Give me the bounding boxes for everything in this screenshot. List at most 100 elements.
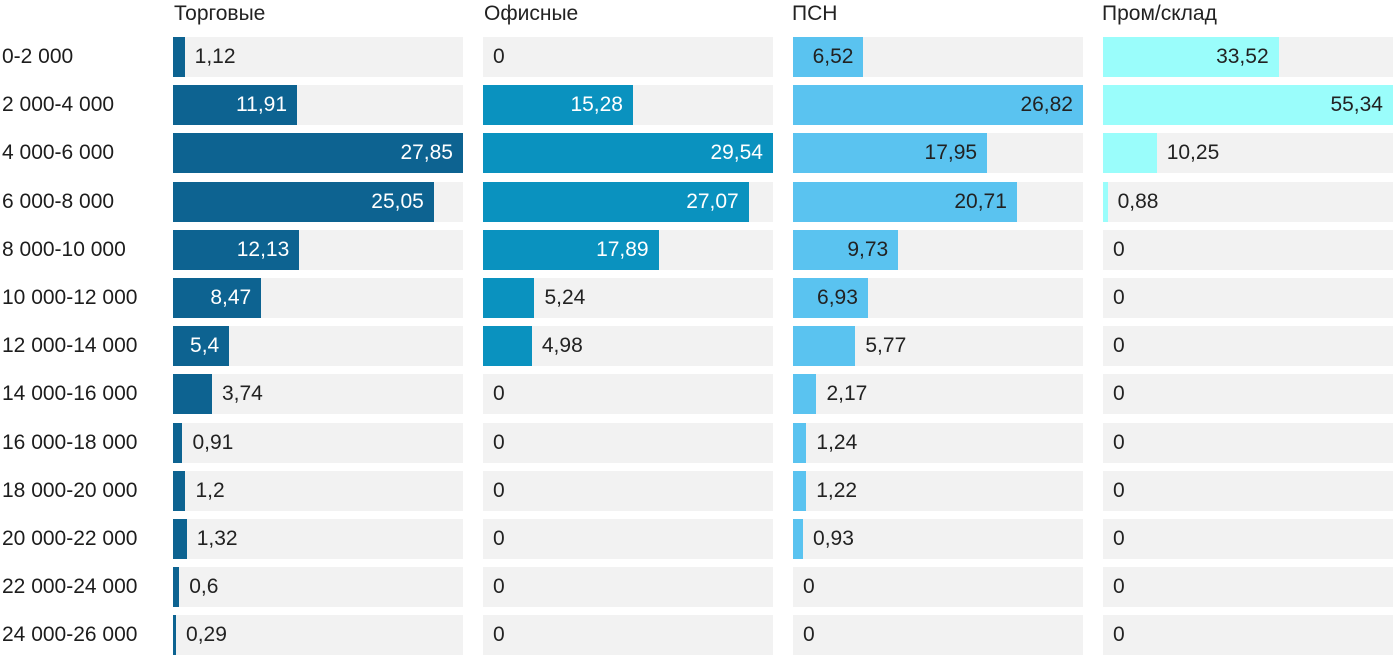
row-label: 14 000-16 000	[2, 382, 138, 405]
bar-track	[1103, 519, 1393, 559]
bar	[1103, 85, 1393, 125]
bar-value-label: 0	[1113, 286, 1125, 309]
bar-track	[483, 423, 773, 463]
bar	[173, 85, 298, 125]
column-header-torgovye: Торговые	[174, 2, 266, 25]
row-label: 22 000-24 000	[2, 575, 138, 598]
row-label: 20 000-22 000	[2, 527, 138, 550]
row-label: 0-2 000	[2, 45, 74, 68]
bar-track	[483, 37, 773, 77]
bar-value-label: 0	[1113, 238, 1125, 261]
bar-track	[1103, 374, 1393, 414]
bar-value-label: 1,12	[194, 45, 236, 68]
bar-value-label: 0,93	[813, 527, 854, 550]
bar-value-label: 0	[1113, 382, 1125, 405]
bar	[1103, 37, 1279, 77]
bar-value-label: 0	[493, 479, 505, 502]
bar	[173, 326, 230, 366]
bar-value-label: 5,77	[865, 334, 907, 357]
bar-value-label: 26,82	[1020, 93, 1073, 116]
bar-track	[173, 374, 463, 414]
bar	[793, 326, 856, 366]
bar-value-label: 5,4	[190, 334, 220, 357]
bar-track	[173, 471, 463, 511]
bar-value-label: 0	[493, 575, 505, 598]
bar-value-label: 0	[1113, 623, 1125, 646]
bar	[483, 230, 659, 270]
bar-value-label: 10,25	[1166, 141, 1220, 164]
bar	[793, 519, 804, 559]
row-label: 16 000-18 000	[2, 431, 138, 454]
bar	[1103, 182, 1108, 222]
bar-track	[1103, 423, 1393, 463]
bar-value-label: 1,2	[195, 479, 225, 502]
bar-track	[173, 423, 463, 463]
row-label: 4 000-6 000	[2, 141, 115, 164]
row-label: 2 000-4 000	[2, 93, 115, 116]
bar	[173, 615, 177, 655]
bar-value-label: 1,22	[816, 479, 858, 502]
bar	[793, 133, 988, 173]
bar-value-label: 2,17	[826, 382, 868, 405]
bar-value-label: 1,24	[816, 431, 858, 454]
bar-value-label: 0,88	[1117, 190, 1159, 213]
bar-value-label: 0	[493, 45, 505, 68]
bar-track	[483, 519, 773, 559]
bar-value-label: 11,91	[236, 93, 288, 116]
bar	[173, 374, 212, 414]
bar-track	[1103, 230, 1393, 270]
bar-track	[173, 37, 463, 77]
bar-value-label: 5,24	[544, 286, 586, 309]
bar	[793, 374, 817, 414]
bar-value-label: 3,74	[221, 382, 263, 405]
bar-value-label: 0	[1113, 527, 1125, 550]
bar	[1103, 133, 1157, 173]
bar-value-label: 0,91	[192, 431, 234, 454]
bar-value-label: 12,13	[236, 238, 290, 261]
bar-track	[793, 471, 1083, 511]
bar-value-label: 29,54	[710, 141, 763, 164]
bar-value-label: 33,52	[1216, 45, 1269, 68]
bar-value-label: 0,6	[189, 575, 219, 598]
column-header-prom-sklad: Пром/склад	[1102, 2, 1217, 25]
bar	[173, 182, 434, 222]
bar-value-label: 0	[493, 527, 505, 550]
bar-track	[793, 423, 1083, 463]
bar	[173, 230, 300, 270]
bar-value-label: 0	[1113, 431, 1125, 454]
bar	[793, 182, 1017, 222]
bar-value-label: 4,98	[541, 334, 583, 357]
row-label: 6 000-8 000	[2, 190, 115, 213]
bar-track	[173, 615, 463, 655]
bar-value-label: 0	[493, 382, 505, 405]
bar-track	[483, 567, 773, 607]
bar-value-label: 0	[493, 623, 505, 646]
bar-value-label: 17,95	[924, 141, 978, 164]
bar-value-label: 25,05	[371, 190, 424, 213]
bar-value-label: 15,28	[570, 93, 623, 116]
bar-value-label: 6,93	[817, 286, 858, 309]
bar	[483, 85, 633, 125]
bar	[793, 278, 868, 318]
bar	[173, 37, 185, 77]
bar-track	[483, 615, 773, 655]
bar-value-label: 0	[803, 623, 815, 646]
row-label: 10 000-12 000	[2, 286, 138, 309]
row-label: 8 000-10 000	[2, 238, 126, 261]
bar-value-label: 17,89	[596, 238, 649, 261]
bar-track	[1103, 615, 1393, 655]
column-header-ofisnye: Офисные	[484, 2, 579, 25]
bar-value-label: 0	[1113, 575, 1125, 598]
row-label: 12 000-14 000	[2, 334, 138, 357]
bar-value-label: 8,47	[210, 286, 252, 309]
bar	[173, 278, 262, 318]
bar-track	[483, 471, 773, 511]
bar-value-label: 9,73	[847, 238, 889, 261]
bar	[173, 471, 186, 511]
bar-value-label: 0,29	[186, 623, 227, 646]
bar	[793, 230, 899, 270]
bar-track	[793, 567, 1083, 607]
row-label: 18 000-20 000	[2, 479, 138, 502]
bar	[173, 133, 463, 173]
